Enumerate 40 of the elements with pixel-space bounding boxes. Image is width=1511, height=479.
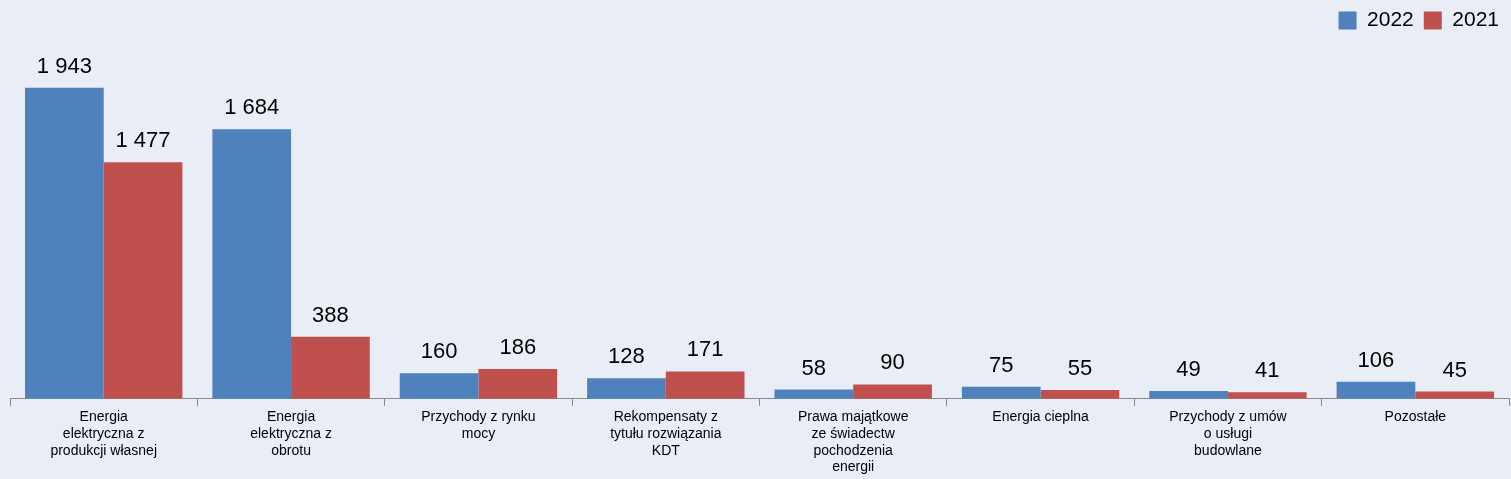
x-tick-label: Energia elektryczna z obrotu [250, 408, 332, 458]
legend-label: 2021 [1452, 7, 1499, 31]
data-label: 75 [988, 351, 1014, 377]
data-label: 55 [1067, 355, 1093, 381]
bar [665, 371, 745, 399]
data-label: 49 [1176, 356, 1201, 382]
x-tick-label: Energia elektryczna z produkcji własnej [50, 408, 157, 458]
legend-label: 2022 [1367, 7, 1414, 31]
x-tick-label: Rekompensaty z tytułu rozwiązania KDT [610, 408, 722, 458]
data-label: 1 684 [224, 94, 280, 120]
data-label: 1 943 [36, 52, 92, 78]
bar [212, 129, 292, 399]
bar [1149, 390, 1228, 399]
data-label: 1 477 [115, 127, 171, 153]
bar [103, 162, 183, 399]
data-label: 171 [686, 336, 724, 362]
data-label: 388 [312, 301, 349, 327]
bar [399, 373, 479, 399]
x-tick-label: Energia cieplna [992, 408, 1090, 425]
data-label: 128 [608, 343, 645, 369]
data-label: 90 [880, 349, 905, 375]
bar [24, 87, 104, 399]
x-tick-label: Przychody z rynku mocy [421, 408, 536, 441]
bar [853, 384, 932, 399]
bar [587, 378, 666, 399]
x-tick-label: Pozostałe [1384, 408, 1447, 425]
data-label: 41 [1255, 357, 1280, 383]
data-label: 106 [1357, 346, 1395, 372]
bar [1227, 392, 1307, 399]
x-tick-label: Przychody z umów o usługi budowlane [1169, 408, 1288, 458]
bar [478, 369, 558, 399]
bar [1336, 381, 1416, 399]
bar [961, 386, 1041, 399]
data-label: 160 [420, 338, 458, 364]
bar [1040, 389, 1120, 399]
x-tick-label: Prawa majątkowe ze świadectw pochodzenia energii [797, 408, 909, 475]
bar [291, 336, 370, 399]
data-label: 58 [801, 354, 827, 380]
data-label: 186 [499, 334, 537, 360]
data-label: 45 [1442, 356, 1467, 382]
